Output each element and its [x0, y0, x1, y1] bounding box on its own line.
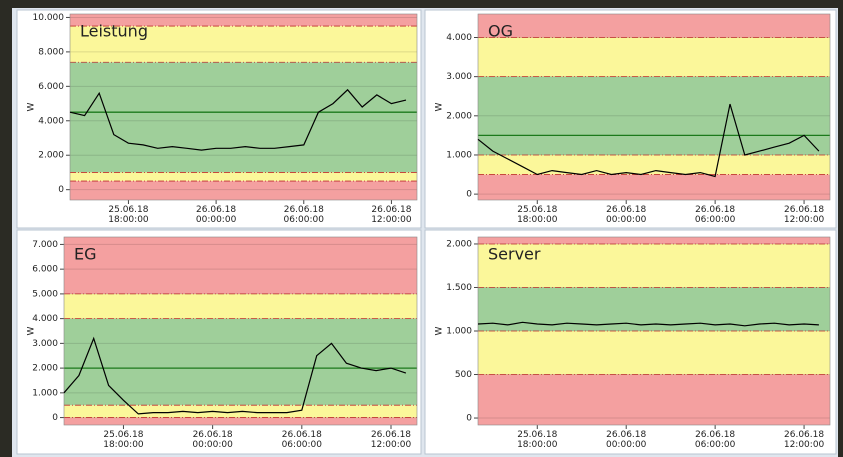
y-tick-label: 0 — [58, 185, 64, 195]
plot-border — [69, 13, 418, 201]
y-tick-label: 10.000 — [33, 13, 65, 23]
y-axis-label: W — [27, 102, 37, 111]
zone — [70, 62, 417, 173]
zone — [478, 174, 830, 200]
zone — [478, 154, 830, 175]
y-tick-label: 0 — [52, 413, 58, 423]
x-tick-label: 26.06.18 06:00:00 — [281, 430, 322, 450]
y-tick-label: 1.000 — [32, 388, 58, 398]
y-tick-label: 2.000 — [446, 111, 472, 121]
y-tick-label: 6.000 — [32, 265, 58, 275]
y-tick-label: 4.000 — [38, 116, 64, 126]
y-tick-label: 0 — [466, 190, 472, 200]
y-tick-label: 1.000 — [446, 150, 472, 160]
x-tick-label: 26.06.18 12:00:00 — [370, 430, 412, 450]
x-tick-label: 26.06.18 00:00:00 — [605, 205, 647, 225]
x-tick-label: 26.06.18 06:00:00 — [694, 205, 736, 225]
zone — [478, 76, 830, 155]
zone — [478, 374, 830, 425]
plot-border — [477, 236, 831, 426]
zone — [478, 237, 830, 244]
x-tick-label: 26.06.18 06:00:00 — [283, 205, 324, 225]
zone — [64, 318, 417, 406]
y-axis-label: W — [435, 326, 445, 335]
x-tick-label: 26.06.18 06:00:00 — [694, 430, 736, 450]
y-tick-label: 4.000 — [32, 314, 58, 324]
y-tick-label: 2.000 — [32, 364, 58, 374]
y-tick-label: 3.000 — [32, 339, 58, 349]
zone — [478, 243, 830, 288]
zone — [64, 293, 417, 319]
x-tick-label: 26.06.18 12:00:00 — [371, 205, 412, 225]
data-line — [69, 88, 407, 151]
zone — [478, 331, 830, 375]
y-tick-label: 6.000 — [38, 82, 64, 92]
plot-border — [63, 236, 418, 426]
chart-title: Server — [488, 245, 541, 264]
x-tick-label: 26.06.18 00:00:00 — [605, 430, 647, 450]
y-tick-label: 5.000 — [32, 289, 58, 299]
y-tick-label: 0 — [466, 414, 472, 424]
y-axis-label: W — [27, 326, 37, 335]
y-tick-label: 4.000 — [446, 33, 472, 43]
x-tick-label: 26.06.18 00:00:00 — [192, 430, 233, 450]
chart-title: Leistung — [80, 22, 148, 41]
x-tick-label: 25.06.18 18:00:00 — [103, 430, 144, 450]
chart-title: OG — [488, 22, 513, 41]
y-tick-label: 500 — [455, 370, 472, 380]
y-axis-label: W — [435, 102, 445, 111]
plot-border — [477, 13, 831, 201]
x-tick-label: 25.06.18 18:00:00 — [517, 205, 558, 225]
zone — [478, 37, 830, 77]
y-tick-label: 1.000 — [446, 327, 472, 337]
y-tick-label: 7.000 — [32, 240, 58, 250]
zone — [70, 181, 417, 200]
y-tick-label: 2.000 — [38, 151, 64, 161]
zone — [64, 417, 417, 425]
zone — [70, 26, 417, 63]
y-tick-label: 3.000 — [446, 72, 472, 82]
x-tick-label: 26.06.18 12:00:00 — [783, 430, 825, 450]
zone — [478, 14, 830, 38]
data-line — [477, 321, 819, 327]
y-tick-label: 2.000 — [446, 239, 472, 249]
y-tick-label: 1.500 — [446, 283, 472, 293]
x-tick-label: 26.06.18 00:00:00 — [195, 205, 237, 225]
x-tick-label: 25.06.18 18:00:00 — [517, 430, 558, 450]
data-line — [63, 336, 407, 415]
y-tick-label: 8.000 — [38, 47, 64, 57]
data-line — [477, 103, 820, 178]
x-tick-label: 26.06.18 12:00:00 — [783, 205, 825, 225]
zone — [64, 237, 417, 294]
zone — [70, 172, 417, 182]
x-tick-label: 25.06.18 18:00:00 — [108, 205, 149, 225]
zone — [70, 14, 417, 27]
chart-title: EG — [74, 245, 97, 264]
